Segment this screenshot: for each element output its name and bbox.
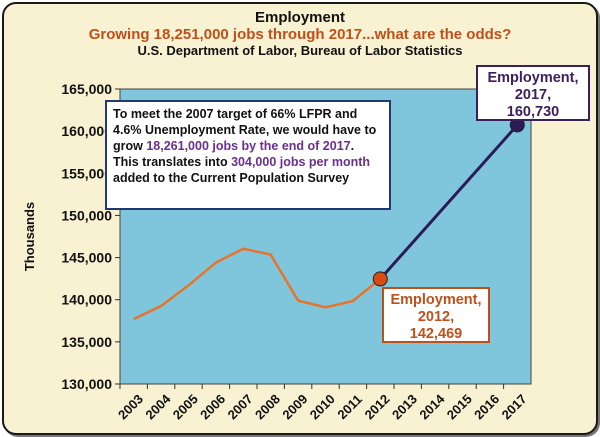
x-tick-label: 2008: [252, 391, 283, 422]
marker-2012: [372, 271, 388, 287]
x-tick-label: 2015: [444, 391, 475, 422]
x-tick-label: 2007: [225, 391, 256, 422]
callout-2017-line2: 2017,: [514, 87, 552, 103]
x-tick-label: 2006: [197, 391, 228, 422]
annotation-jobs-highlight: 18,261,000 jobs by the end of 2017: [146, 139, 351, 153]
y-tick-label: 130,000: [61, 376, 112, 392]
callout-2012-line3: 142,469: [409, 326, 463, 342]
callout-2012: Employment, 2012, 142,469: [382, 287, 490, 343]
y-tick-label: 155,000: [61, 165, 112, 181]
x-tick-label: 2016: [471, 391, 502, 422]
x-tick-label: 2004: [142, 391, 174, 423]
annotation-per-month-highlight: 304,000 jobs per month: [231, 155, 371, 169]
x-tick-label: 2009: [279, 391, 310, 422]
annotation-text-3: added to the Current Population Survey: [113, 171, 350, 185]
annotation-text-2: . This translates into: [113, 139, 355, 169]
y-tick-label: 135,000: [61, 334, 112, 350]
x-tick-label: 2012: [362, 391, 393, 422]
callout-2017-line1: Employment,: [487, 70, 579, 86]
chart-title: Employment: [254, 9, 345, 26]
x-tick-label: 2011: [334, 392, 365, 423]
chart-subtitle: Growing 18,251,000 jobs through 2017...w…: [88, 26, 512, 43]
x-tick-label: 2003: [115, 391, 146, 422]
y-tick-label: 140,000: [61, 292, 112, 308]
callout-2017-line3: 160,730: [506, 104, 560, 120]
annotation-text-1: To meet the 2007 target of 66% LFPR and …: [113, 107, 377, 153]
x-tick-label: 2017: [499, 391, 530, 422]
x-tick-label: 2014: [416, 391, 448, 423]
callout-2017: Employment, 2017, 160,730: [476, 65, 590, 121]
x-tick-label: 2005: [170, 391, 201, 422]
y-tick-label: 145,000: [61, 250, 112, 266]
annotation-box: To meet the 2007 target of 66% LFPR and …: [105, 100, 391, 210]
callout-2012-line1: Employment,: [390, 292, 482, 308]
callout-2012-line2: 2012,: [417, 309, 455, 325]
x-tick-label: 2013: [389, 391, 420, 422]
y-axis-label: Thousands: [22, 202, 37, 271]
y-tick-label: 160,000: [61, 123, 112, 139]
employment-projection-line: [379, 124, 519, 280]
y-tick-label: 165,000: [61, 81, 112, 97]
y-tick-label: 150,000: [61, 207, 112, 223]
chart-source: U.S. Department of Labor, Bureau of Labo…: [137, 43, 463, 58]
x-tick-label: 2010: [307, 391, 338, 422]
employment-history-line: [133, 247, 382, 321]
